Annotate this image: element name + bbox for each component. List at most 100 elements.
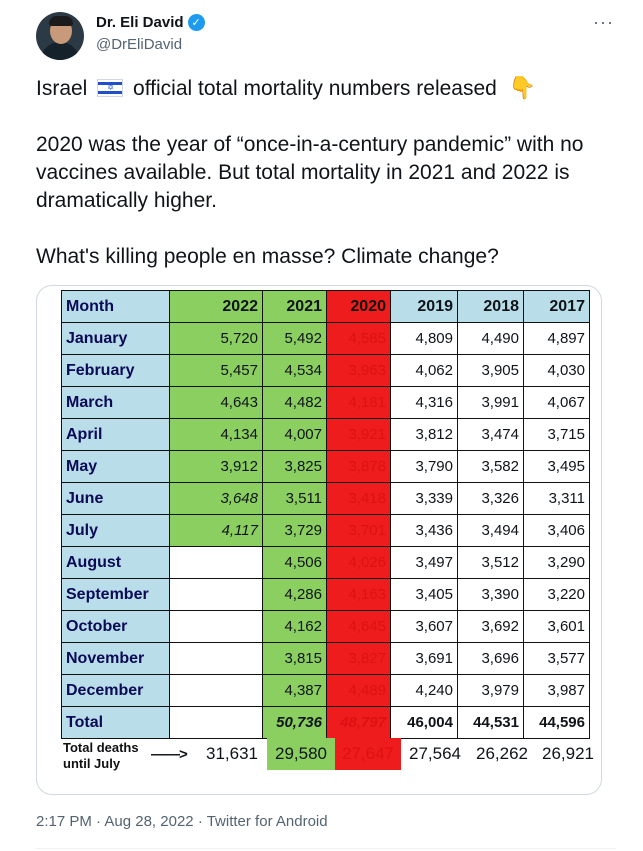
cell-2019: 46,004 — [390, 706, 458, 739]
tweet-paragraph-1: Israel ✡ official total mortality number… — [36, 74, 616, 103]
cell-2021: 4,506 — [262, 546, 327, 579]
tweet-header: Dr. Eli David ✓ @DrEliDavid ··· — [36, 12, 616, 68]
table-row: July 4,117 3,729 3,701 3,436 3,494 3,406 — [61, 514, 590, 547]
deaths-2017: 26,921 — [542, 744, 594, 763]
cell-2022 — [169, 706, 263, 739]
tweet-image[interactable]: Month 2022 2021 2020 2019 2018 2017 January 5,72… — [36, 285, 602, 795]
cell-2018: 2018 — [457, 290, 524, 323]
cell-2018: 3,390 — [457, 578, 524, 611]
tweet-time[interactable]: 2:17 PM — [36, 813, 92, 830]
cell-2022: 4,134 — [169, 418, 263, 451]
cell-2018: 3,979 — [457, 674, 524, 707]
cell-2019: 3,691 — [390, 642, 458, 675]
cell-2017: 3,290 — [523, 546, 590, 579]
cell-2019: 3,790 — [390, 450, 458, 483]
cell-month: September — [61, 578, 170, 611]
cell-2020: 4,585 — [326, 322, 391, 355]
arrow-icon: ——> — [151, 746, 188, 763]
cell-2021: 3,511 — [262, 482, 327, 515]
deaths-2022: 31,631 — [206, 744, 258, 763]
tweet-text-israel: Israel — [36, 77, 88, 100]
cell-2022: 5,720 — [169, 322, 263, 355]
author-name-line[interactable]: Dr. Eli David ✓ — [96, 14, 205, 31]
deaths-until-july-row: Total deaths until July ——> 31,631 29,58… — [61, 738, 601, 778]
cell-2017: 4,897 — [523, 322, 590, 355]
cell-2020: 2020 — [326, 290, 391, 323]
cell-2021: 4,162 — [262, 610, 327, 643]
cell-2018: 3,512 — [457, 546, 524, 579]
table-row: September 4,286 4,163 3,405 3,390 3,220 — [61, 578, 590, 611]
deaths-2021: 29,580 — [267, 738, 335, 770]
table-row: January 5,720 5,492 4,585 4,809 4,490 4,897 — [61, 322, 590, 355]
cell-month: February — [61, 354, 170, 387]
tweet-paragraph-2: 2020 was the year of “once-in-a-century … — [36, 133, 584, 212]
cell-2020: 3,921 — [326, 418, 391, 451]
cell-month: January — [61, 322, 170, 355]
divider — [36, 848, 616, 849]
cell-2019: 4,062 — [390, 354, 458, 387]
cell-2017: 3,495 — [523, 450, 590, 483]
cell-2022 — [169, 674, 263, 707]
table-row: November 3,815 3,827 3,691 3,696 3,577 — [61, 642, 590, 675]
table-row: June 3,648 3,511 3,418 3,339 3,326 3,311 — [61, 482, 590, 515]
cell-month: March — [61, 386, 170, 419]
cell-2021: 4,286 — [262, 578, 327, 611]
cell-2022 — [169, 546, 263, 579]
tweet-source[interactable]: Twitter for Android — [206, 813, 328, 830]
table-row: August 4,506 4,026 3,497 3,512 3,290 — [61, 546, 590, 579]
cell-month: August — [61, 546, 170, 579]
author-handle[interactable]: @DrEliDavid — [96, 36, 183, 53]
table-total-row: Total 50,736 48,797 46,004 44,531 44,596 — [61, 706, 590, 739]
cell-2021: 3,825 — [262, 450, 327, 483]
cell-2021: 4,387 — [262, 674, 327, 707]
cell-month: December — [61, 674, 170, 707]
cell-2019: 3,812 — [390, 418, 458, 451]
cell-2017: 3,220 — [523, 578, 590, 611]
cell-2020: 3,963 — [326, 354, 391, 387]
tweet-paragraph-3: What's killing people en masse? Climate … — [36, 245, 499, 268]
deaths-2019: 27,564 — [409, 744, 461, 763]
cell-2017: 3,577 — [523, 642, 590, 675]
cell-2021: 2021 — [262, 290, 327, 323]
cell-2017: 3,311 — [523, 482, 590, 515]
mortality-table: Month 2022 2021 2020 2019 2018 2017 January 5,72… — [61, 290, 590, 739]
cell-2020: 3,827 — [326, 642, 391, 675]
cell-2020: 3,418 — [326, 482, 391, 515]
cell-2022 — [169, 642, 263, 675]
cell-2022: 3,912 — [169, 450, 263, 483]
cell-2022: 5,457 — [169, 354, 263, 387]
cell-month: April — [61, 418, 170, 451]
cell-2017: 3,601 — [523, 610, 590, 643]
cell-2018: 3,692 — [457, 610, 524, 643]
cell-2018: 3,696 — [457, 642, 524, 675]
cell-2022: 2022 — [169, 290, 263, 323]
avatar[interactable] — [36, 12, 84, 60]
cell-2022: 4,117 — [169, 514, 263, 547]
tweet-date[interactable]: Aug 28, 2022 — [104, 813, 194, 830]
cell-2020: 4,489 — [326, 674, 391, 707]
cell-month: July — [61, 514, 170, 547]
tweet-text: Israel ✡ official total mortality number… — [36, 74, 616, 271]
cell-2020: 3,701 — [326, 514, 391, 547]
tweet-timestamp: 2:17 PM · Aug 28, 2022 · Twitter for And… — [36, 813, 328, 830]
cell-month: Month — [61, 290, 170, 323]
author-name[interactable]: Dr. Eli David — [96, 14, 184, 31]
cell-2022 — [169, 610, 263, 643]
cell-2018: 3,582 — [457, 450, 524, 483]
cell-2020: 4,163 — [326, 578, 391, 611]
cell-month: May — [61, 450, 170, 483]
avatar-body — [40, 42, 80, 60]
table-row: December 4,387 4,489 4,240 3,979 3,987 — [61, 674, 590, 707]
cell-2019: 4,316 — [390, 386, 458, 419]
deaths-label-line-2: until July — [63, 756, 121, 771]
cell-2018: 3,494 — [457, 514, 524, 547]
more-options-icon[interactable]: ··· — [593, 12, 614, 32]
cell-2021: 5,492 — [262, 322, 327, 355]
pointing-down-icon: 👇 — [508, 75, 537, 100]
cell-2019: 3,339 — [390, 482, 458, 515]
cell-2018: 3,326 — [457, 482, 524, 515]
cell-2019: 3,497 — [390, 546, 458, 579]
cell-2019: 3,607 — [390, 610, 458, 643]
cell-2018: 4,490 — [457, 322, 524, 355]
cell-2021: 4,007 — [262, 418, 327, 451]
